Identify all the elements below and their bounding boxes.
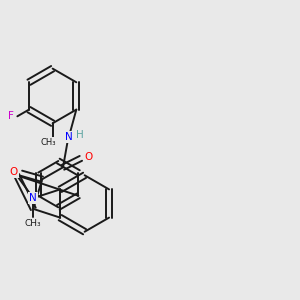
Text: O: O (10, 167, 18, 177)
Text: CH₃: CH₃ (25, 220, 42, 229)
Text: H: H (76, 130, 84, 140)
Text: O: O (84, 152, 92, 162)
Text: N: N (65, 132, 73, 142)
Text: CH₃: CH₃ (40, 138, 56, 147)
Text: F: F (8, 111, 14, 121)
Text: N: N (29, 193, 37, 203)
